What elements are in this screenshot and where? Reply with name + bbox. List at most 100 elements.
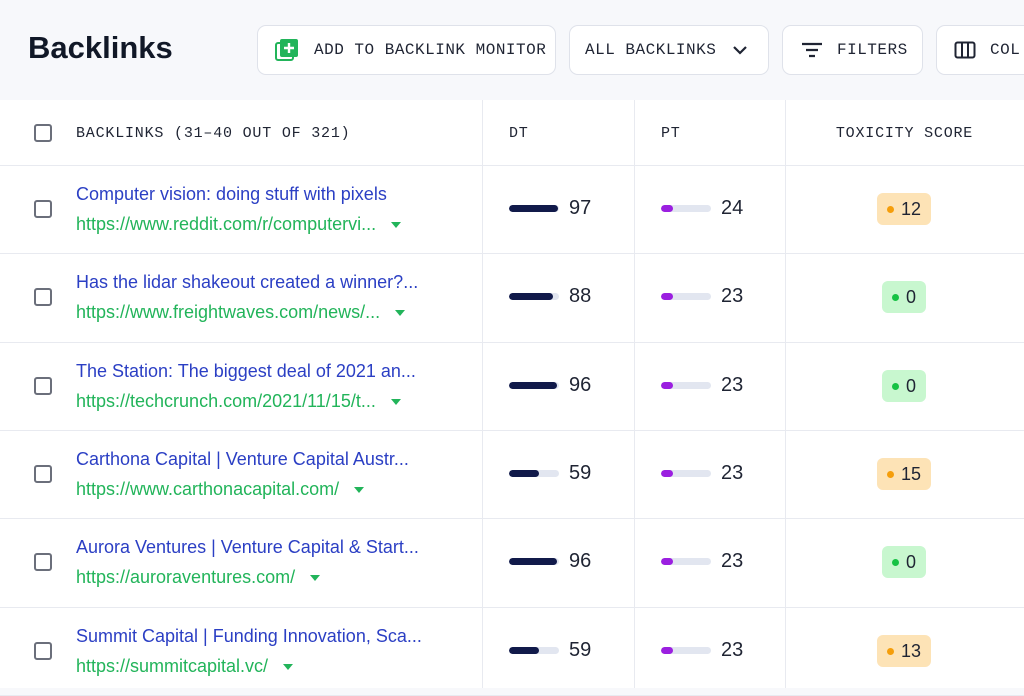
toxicity-badge: 15	[877, 458, 932, 490]
toxicity-dot	[887, 205, 894, 213]
row-divider	[0, 253, 1024, 254]
row-checkbox[interactable]	[34, 642, 52, 660]
url-text[interactable]: https://auroraventures.com/	[76, 567, 296, 587]
pt-value: 23	[721, 639, 744, 661]
add-icon	[275, 39, 298, 61]
dt-value: 96	[569, 374, 592, 396]
pt-bar-track	[661, 470, 711, 477]
pt-bar-track	[661, 558, 711, 565]
dt-bar	[509, 558, 557, 565]
dt-value: 59	[569, 462, 592, 484]
button-label: FILTERS	[837, 41, 908, 59]
toxicity-badge: 12	[877, 193, 932, 225]
dt-bar	[509, 293, 553, 300]
button-label: ALL BACKLINKS	[585, 41, 717, 59]
backlink-title[interactable]: Has the lidar shakeout created a winner?…	[76, 272, 419, 292]
toxicity-value: 0	[906, 286, 917, 307]
toxicity-badge: 0	[882, 281, 927, 313]
backlink-url[interactable]: https://www.reddit.com/r/computervi...	[76, 214, 402, 235]
dt-value: 97	[569, 197, 592, 219]
dt-bar	[509, 205, 558, 212]
backlink-url[interactable]: https://techcrunch.com/2021/11/15/t...	[76, 391, 402, 412]
backlink-title[interactable]: Computer vision: doing stuff with pixels	[76, 184, 387, 204]
button-label: COL	[990, 41, 1021, 59]
toxicity-dot	[892, 293, 899, 301]
toxicity-badge: 0	[882, 370, 927, 402]
url-dropdown[interactable]	[353, 486, 365, 494]
pt-bar	[661, 470, 673, 477]
url-text[interactable]: https://www.freightwaves.com/news/...	[76, 302, 381, 322]
toxicity-badge: 0	[882, 546, 927, 578]
dt-bar	[509, 647, 539, 654]
toxicity-dot	[892, 558, 899, 566]
toxicity-dot	[887, 470, 894, 478]
backlink-title[interactable]: Aurora Ventures | Venture Capital & Star…	[76, 537, 419, 557]
row-checkbox[interactable]	[34, 553, 52, 571]
row-checkbox[interactable]	[34, 288, 52, 306]
all-backlinks-dropdown[interactable]: ALL BACKLINKS	[569, 25, 769, 75]
toxicity-value: 0	[906, 375, 917, 396]
column-header: TOXICITY SCORE	[835, 124, 974, 142]
backlink-url[interactable]: https://auroraventures.com/	[76, 567, 321, 588]
row-checkbox[interactable]	[34, 200, 52, 218]
dt-value: 59	[569, 639, 592, 661]
pt-bar	[661, 293, 673, 300]
url-text[interactable]: https://www.carthonacapital.com/	[76, 479, 340, 499]
column-divider	[482, 100, 483, 688]
backlink-title[interactable]: Summit Capital | Funding Innovation, Sca…	[76, 626, 422, 646]
chevron-icon	[733, 46, 748, 55]
backlink-url[interactable]: https://summitcapital.vc/	[76, 656, 294, 677]
column-header: PT	[661, 124, 681, 142]
dt-bar	[509, 382, 557, 389]
columns-button[interactable]: COL	[936, 25, 1024, 75]
pt-bar-track	[661, 205, 711, 212]
backlink-url[interactable]: https://www.freightwaves.com/news/...	[76, 302, 406, 323]
filters-button[interactable]: FILTERS	[782, 25, 923, 75]
columns-icon	[954, 41, 976, 59]
column-divider	[785, 100, 786, 688]
url-text[interactable]: https://techcrunch.com/2021/11/15/t...	[76, 391, 376, 411]
dt-bar-track	[509, 647, 559, 654]
toxicity-dot	[892, 382, 899, 390]
pt-value: 23	[721, 285, 744, 307]
dt-bar	[509, 470, 539, 477]
url-dropdown[interactable]	[309, 574, 321, 582]
dt-bar-track	[509, 558, 559, 565]
toxicity-value: 15	[901, 463, 922, 484]
dt-bar-track	[509, 205, 559, 212]
url-text[interactable]: https://summitcapital.vc/	[76, 656, 269, 676]
column-divider	[634, 100, 635, 688]
pt-bar	[661, 647, 673, 654]
backlink-title[interactable]: The Station: The biggest deal of 2021 an…	[76, 361, 416, 381]
add-monitor-button[interactable]: ADD TO BACKLINK MONITOR	[257, 25, 556, 75]
dt-value: 88	[569, 285, 592, 307]
dt-value: 96	[569, 550, 592, 572]
toxicity-value: 0	[906, 551, 917, 572]
pt-bar	[661, 205, 673, 212]
row-divider	[0, 518, 1024, 519]
url-text[interactable]: https://www.reddit.com/r/computervi...	[76, 214, 377, 234]
dt-bar-track	[509, 470, 559, 477]
backlink-url[interactable]: https://www.carthonacapital.com/	[76, 479, 365, 500]
url-dropdown[interactable]	[394, 309, 406, 317]
url-dropdown[interactable]	[390, 221, 402, 229]
row-divider	[0, 342, 1024, 343]
toxicity-badge: 13	[877, 635, 932, 667]
pt-bar	[661, 382, 673, 389]
column-header: DT	[509, 124, 529, 142]
backlink-title[interactable]: Carthona Capital | Venture Capital Austr…	[76, 449, 409, 469]
pt-value: 24	[721, 197, 744, 219]
pt-value: 23	[721, 550, 744, 572]
pt-bar-track	[661, 647, 711, 654]
select-all-checkbox[interactable]	[34, 124, 52, 142]
url-dropdown[interactable]	[390, 398, 402, 406]
page-title: Backlinks	[28, 30, 173, 65]
url-dropdown[interactable]	[282, 663, 294, 671]
row-divider	[0, 165, 1024, 166]
pt-value: 23	[721, 462, 744, 484]
toxicity-value: 13	[901, 640, 922, 661]
dt-bar-track	[509, 293, 559, 300]
row-checkbox[interactable]	[34, 377, 52, 395]
row-checkbox[interactable]	[34, 465, 52, 483]
